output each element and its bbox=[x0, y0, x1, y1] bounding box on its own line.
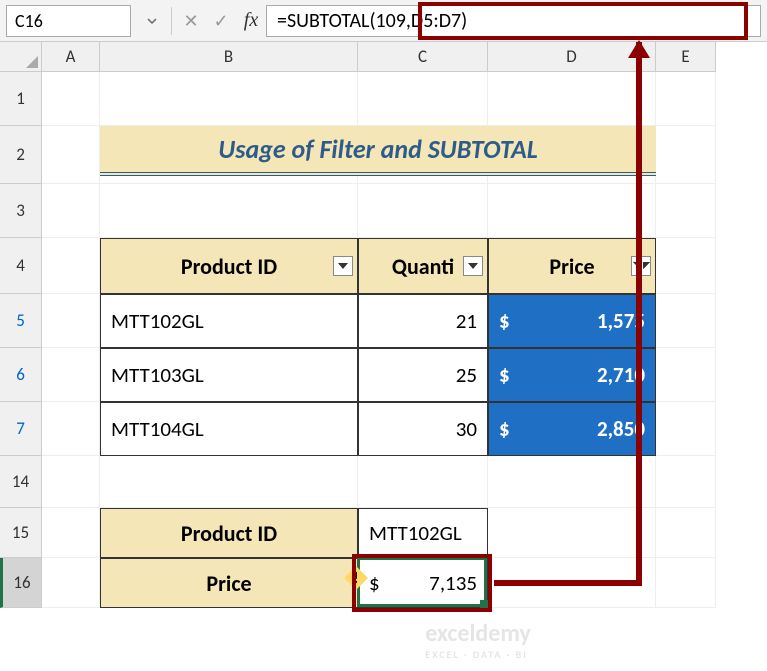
row-header-5[interactable]: 5 bbox=[0, 294, 42, 348]
col-header-A[interactable]: A bbox=[42, 42, 100, 72]
name-box-value: C16 bbox=[15, 10, 43, 32]
formula-bar: C16 ✕ ✓ fx =SUBTOTAL(109,D5:D7) bbox=[0, 0, 767, 42]
cell-price-5[interactable]: $1,575 bbox=[488, 294, 656, 348]
header-quantity-filter-button[interactable] bbox=[463, 256, 483, 276]
column-headers: ABCDE bbox=[42, 42, 716, 72]
formula-text: =SUBTOTAL(109,D5:D7) bbox=[277, 9, 467, 33]
header-quantity: Quanti bbox=[358, 238, 488, 294]
row-header-15[interactable]: 15 bbox=[0, 508, 42, 558]
cell-product-id-5[interactable]: MTT102GL bbox=[100, 294, 358, 348]
summary-product-id-label: Product ID bbox=[100, 508, 358, 558]
arrow-head-icon bbox=[628, 40, 650, 58]
cell-price-7[interactable]: $2,850 bbox=[488, 402, 656, 456]
formula-input[interactable]: =SUBTOTAL(109,D5:D7) bbox=[266, 5, 761, 37]
page-title: Usage of Filter and SUBTOTAL bbox=[100, 126, 656, 176]
row-headers: 1234567141516 bbox=[0, 72, 42, 608]
row-header-2[interactable]: 2 bbox=[0, 126, 42, 184]
name-box[interactable]: C16 bbox=[6, 5, 131, 37]
cell-quantity-6[interactable]: 25 bbox=[358, 348, 488, 402]
row-header-16[interactable]: 16 bbox=[0, 558, 42, 608]
header-price-label: Price bbox=[549, 253, 594, 280]
name-box-dropdown[interactable] bbox=[137, 14, 167, 28]
header-price: Price bbox=[488, 238, 656, 294]
cell-product-id-6[interactable]: MTT103GL bbox=[100, 348, 358, 402]
summary-product-id-value[interactable]: MTT102GL bbox=[358, 508, 488, 558]
summary-price-value[interactable]: $7,135 bbox=[358, 558, 488, 608]
select-all-corner[interactable] bbox=[0, 42, 42, 72]
watermark: exceldemy EXCEL · DATA · BI bbox=[425, 619, 531, 661]
cancel-formula-icon[interactable]: ✕ bbox=[176, 6, 206, 36]
cell-product-id-7[interactable]: MTT104GL bbox=[100, 402, 358, 456]
accept-formula-icon[interactable]: ✓ bbox=[206, 6, 236, 36]
row-header-14[interactable]: 14 bbox=[0, 456, 42, 508]
col-header-B[interactable]: B bbox=[100, 42, 358, 72]
row-header-1[interactable]: 1 bbox=[0, 72, 42, 126]
arrow-horizontal bbox=[494, 580, 642, 586]
header-product-id: Product ID bbox=[100, 238, 358, 294]
divider bbox=[171, 7, 172, 35]
arrow-vertical bbox=[636, 42, 642, 583]
cell-price-6[interactable]: $2,710 bbox=[488, 348, 656, 402]
col-header-C[interactable]: C bbox=[358, 42, 488, 72]
header-product-id-filter-button[interactable] bbox=[333, 256, 353, 276]
row-header-6[interactable]: 6 bbox=[0, 348, 42, 402]
fx-icon[interactable]: fx bbox=[236, 6, 266, 36]
header-quantity-label: Quanti bbox=[392, 253, 454, 280]
summary-price-label: Price bbox=[100, 558, 358, 608]
row-header-3[interactable]: 3 bbox=[0, 184, 42, 238]
cell-quantity-5[interactable]: 21 bbox=[358, 294, 488, 348]
col-header-E[interactable]: E bbox=[656, 42, 716, 72]
row-header-7[interactable]: 7 bbox=[0, 402, 42, 456]
header-product-id-label: Product ID bbox=[181, 253, 277, 280]
row-header-4[interactable]: 4 bbox=[0, 238, 42, 294]
cell-quantity-7[interactable]: 30 bbox=[358, 402, 488, 456]
